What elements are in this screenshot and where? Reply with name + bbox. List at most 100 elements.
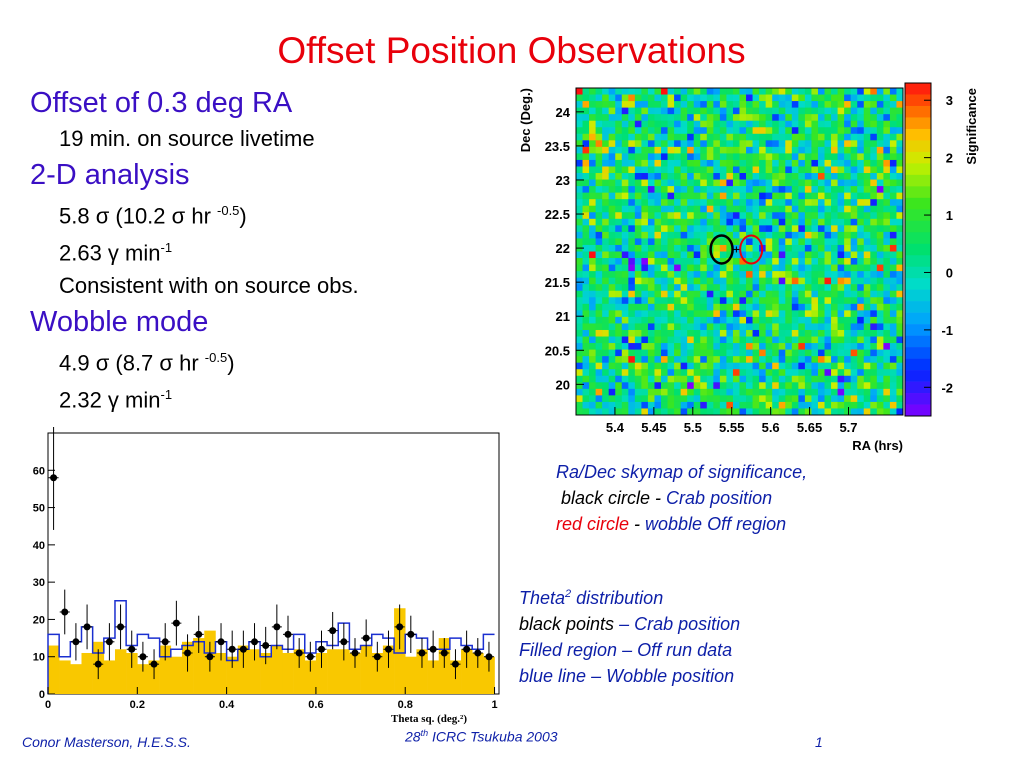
skymap-cell	[621, 231, 629, 239]
skymap-cell	[726, 133, 734, 141]
skymap-cell	[589, 166, 596, 174]
skymap-cell	[765, 101, 773, 108]
skymap-cell	[785, 290, 793, 298]
skymap-cell	[628, 395, 636, 403]
skymap-cell	[746, 310, 753, 318]
skymap-cell	[582, 382, 590, 390]
skymap-cell	[674, 140, 681, 148]
skymap-cell	[732, 192, 740, 200]
skymap-cell	[752, 120, 760, 128]
skymap-cell	[732, 186, 740, 193]
skymap-cell	[674, 133, 681, 141]
skymap-cell	[831, 101, 838, 108]
skymap-cell	[628, 173, 636, 180]
skymap-cell	[647, 343, 655, 350]
skymap-cell	[732, 88, 740, 95]
skymap-cell	[667, 186, 675, 193]
skymap-cell	[693, 258, 701, 265]
skymap-cell	[634, 264, 642, 272]
skymap-cell	[700, 159, 708, 167]
skymap-cell	[621, 323, 629, 331]
skymap-cell	[759, 159, 766, 167]
skymap-cell	[700, 408, 708, 416]
skymap-cell	[831, 375, 838, 383]
skymap-cell	[641, 369, 649, 377]
skymap-cell	[739, 310, 747, 318]
skymap-cell	[870, 192, 878, 200]
skymap-cell	[700, 205, 708, 213]
off-run-bar	[293, 649, 306, 694]
skymap-cell	[876, 388, 884, 396]
skymap-cell	[634, 388, 642, 396]
skymap-cell	[791, 88, 799, 95]
skymap-cell	[772, 388, 780, 396]
skymap-cell	[811, 244, 819, 252]
skymap-cell	[576, 218, 583, 226]
skymap-cell	[863, 388, 871, 396]
skymap-cell	[798, 290, 806, 298]
skymap-cell	[811, 258, 819, 265]
skymap-cell	[700, 120, 708, 128]
skymap-cell	[857, 382, 865, 390]
skymap-cell	[870, 336, 878, 344]
skymap-cell	[824, 88, 832, 95]
skymap-cell	[621, 114, 629, 121]
skymap-cell	[667, 369, 675, 377]
skymap-cell	[752, 173, 760, 180]
skymap-cell	[739, 199, 747, 207]
skymap-cell	[706, 192, 714, 200]
skymap-cell	[870, 369, 878, 377]
skymap-cell	[772, 323, 780, 331]
skymap-cell	[876, 166, 884, 174]
skymap-cell	[811, 218, 819, 226]
skymap-cell	[824, 277, 832, 285]
skymap-cell	[700, 297, 708, 305]
skymap-cell	[785, 120, 793, 128]
skymap-cell	[674, 388, 681, 396]
skymap-cell	[661, 173, 668, 180]
skymap-cell	[654, 375, 662, 383]
skymap-cell	[746, 127, 753, 135]
skymap-cell	[883, 179, 891, 187]
skymap-cell	[785, 218, 793, 226]
skymap-cell	[863, 349, 871, 357]
skymap-cell	[752, 349, 760, 357]
skymap-cell	[876, 336, 884, 344]
skymap-cell	[746, 349, 753, 357]
skymap-cell	[641, 153, 649, 161]
skymap-cell	[791, 199, 799, 207]
skymap-cell	[889, 225, 897, 233]
skymap-cell	[661, 218, 668, 226]
skymap-cell	[772, 290, 780, 298]
skymap-cell	[896, 238, 904, 246]
skymap-cell	[661, 166, 668, 174]
skymap-cell	[752, 238, 760, 246]
skymap-cell	[765, 146, 773, 154]
skymap-cell	[804, 114, 812, 121]
skymap-cell	[654, 303, 662, 311]
skymap-cell	[759, 284, 766, 292]
skymap-cell	[706, 238, 714, 246]
skymap-cell	[844, 231, 851, 239]
crab-point	[105, 638, 113, 646]
skymap-cell	[726, 127, 734, 135]
skymap-cell	[667, 88, 675, 95]
skymap-cell	[641, 94, 649, 102]
skymap-cell	[693, 408, 701, 416]
skymap-cell	[706, 212, 714, 220]
skymap-cell	[746, 212, 753, 220]
skymap-cell	[857, 277, 865, 285]
skymap-cell	[589, 277, 596, 285]
skymap-cell	[576, 395, 583, 403]
skymap-cell	[680, 101, 688, 108]
skymap-cell	[582, 225, 590, 233]
skymap-cell	[870, 388, 878, 396]
skymap-cell	[889, 401, 897, 409]
skymap-cell	[680, 375, 688, 383]
skymap-cell	[824, 297, 832, 305]
skymap-cell	[746, 218, 753, 226]
skymap-cell	[706, 290, 714, 298]
skymap-cell	[687, 382, 695, 390]
skymap-cell	[798, 395, 806, 403]
skymap-cell	[791, 107, 799, 115]
